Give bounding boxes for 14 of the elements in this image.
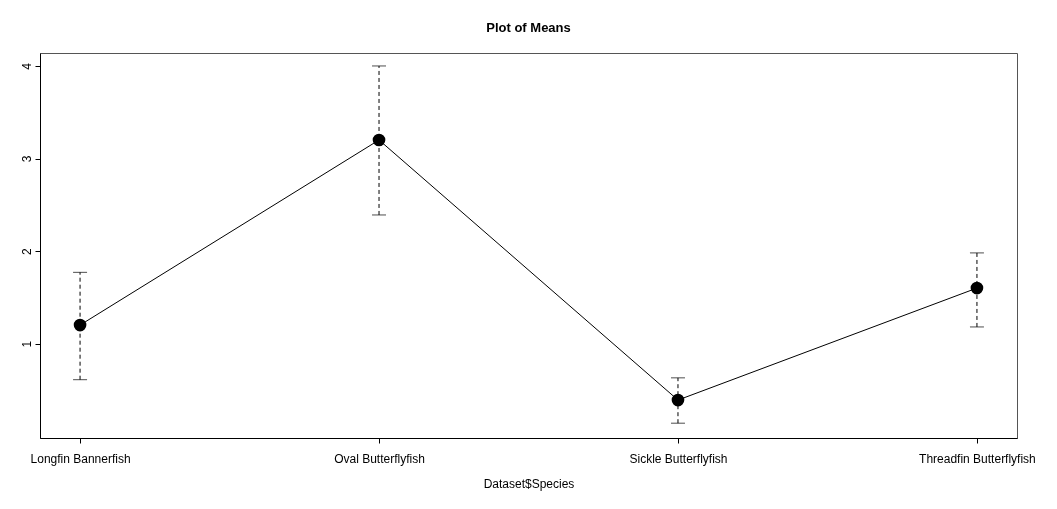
y-tick-label: 4 <box>19 62 34 70</box>
y-tick-label: 2 <box>19 247 34 255</box>
chart-title: Plot of Means <box>486 20 571 35</box>
point <box>73 318 87 332</box>
point <box>372 133 386 147</box>
x-tick-label: Oval Butterflyfish <box>334 451 425 466</box>
x-tick-label: Sickle Butterflyfish <box>629 451 728 466</box>
point <box>671 393 685 407</box>
x-tick-label: Longfin Bannerfish <box>30 451 131 466</box>
y-tick-label: 3 <box>19 155 34 163</box>
x-tick-label: Threadfin Butterflyfish <box>919 451 1036 466</box>
y-tick-label: 1 <box>19 340 34 348</box>
point <box>970 281 984 295</box>
x-axis-title: Dataset$Species <box>483 476 575 491</box>
